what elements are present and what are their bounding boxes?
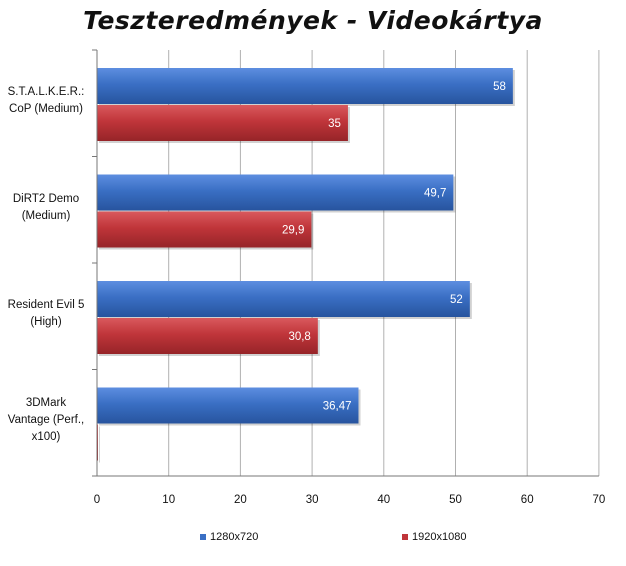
legend-item-1280x720: 1280x720 xyxy=(200,531,258,543)
data-label: 30,8 xyxy=(288,331,310,343)
legend-label: 1280x720 xyxy=(210,531,259,543)
bar-1920x1080 xyxy=(97,105,348,141)
bar-shadow xyxy=(99,426,100,463)
x-tick-label: 0 xyxy=(94,494,100,506)
data-label: 35 xyxy=(328,118,341,130)
x-tick-label: 40 xyxy=(377,494,390,506)
bar-1280x720 xyxy=(97,68,513,104)
category-label: S.T.A.L.K.E.R.: CoP (Medium) xyxy=(7,86,85,116)
bar-1280x720 xyxy=(97,387,359,424)
data-label: 29,9 xyxy=(282,225,304,237)
x-tick-label: 30 xyxy=(306,494,319,506)
category-label: 3DMark Vantage (Perf., x100) xyxy=(7,397,85,444)
legend-item-1920x1080: 1920x1080 xyxy=(402,531,466,543)
legend-swatch-blue xyxy=(200,534,206,540)
legend-label: 1920x1080 xyxy=(412,531,467,543)
data-label: 36,47 xyxy=(323,401,352,413)
category-label: Resident Evil 5 (High) xyxy=(7,299,85,329)
data-label: 58 xyxy=(493,81,506,93)
category-label: DiRT2 Demo (Medium) xyxy=(12,192,80,222)
x-tick-label: 10 xyxy=(162,494,175,506)
x-tick-label: 70 xyxy=(593,494,606,506)
chart-title: Teszteredmények - Videokártya xyxy=(83,6,543,35)
bar-1920x1080 xyxy=(97,318,318,354)
data-label: 49,7 xyxy=(424,188,446,200)
x-tick-label: 60 xyxy=(521,494,534,506)
bar-1280x720 xyxy=(97,281,470,317)
data-label: 52 xyxy=(450,294,463,306)
legend-swatch-red xyxy=(402,534,408,540)
x-tick-label: 50 xyxy=(449,494,462,506)
bar-1920x1080 xyxy=(97,211,312,248)
x-tick-label: 20 xyxy=(234,494,247,506)
bar-1280x720 xyxy=(97,174,454,211)
